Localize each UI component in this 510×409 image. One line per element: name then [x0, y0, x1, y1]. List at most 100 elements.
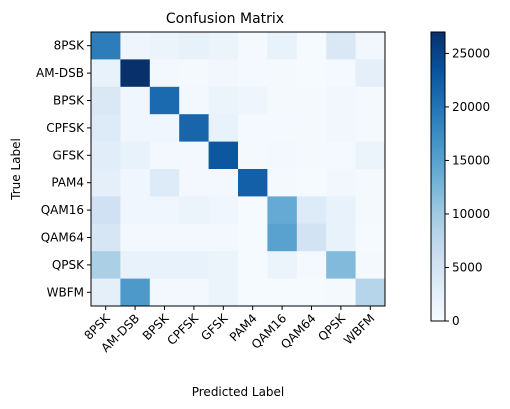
heatmap-cell — [238, 278, 268, 307]
heatmap-cell — [355, 59, 386, 88]
heatmap-cell — [296, 59, 327, 88]
chart-title: Confusion Matrix — [166, 11, 284, 27]
colorbar-tick-label: 5000 — [452, 260, 483, 274]
y-tick-label: QAM16 — [41, 203, 84, 217]
colorbar-tick-label: 20000 — [452, 100, 490, 114]
heatmap-cell — [208, 251, 239, 279]
colorbar-ticks: 0 5000 10000 15000 20000 25000 — [445, 46, 490, 328]
heatmap-cell — [179, 251, 209, 279]
y-axis-ticks: 8PSK AM-DSB BPSK CPFSK GFSK PAM4 QAM16 QAM64 QPS… — [36, 39, 91, 299]
heatmap-cell — [149, 223, 180, 252]
heatmap-cell — [91, 141, 121, 170]
x-tick-label: CPFSK — [164, 310, 201, 347]
heatmap-cell — [267, 169, 298, 197]
heatmap-cell — [296, 86, 327, 115]
heatmap-cell — [355, 114, 386, 142]
y-tick-label: AM-DSB — [36, 66, 84, 80]
heatmap-cell — [355, 169, 386, 197]
heatmap-cell — [267, 114, 298, 142]
x-axis-ticks: 8PSKAM-DSBBPSKCPFSKGFSKPAM4QAM16QAM64QPS… — [81, 306, 377, 355]
heatmap-cell — [267, 278, 298, 307]
heatmap-cell — [120, 169, 151, 197]
heatmap-cell — [326, 59, 356, 88]
heatmap-cell — [326, 141, 356, 170]
colorbar — [430, 31, 446, 322]
heatmap-cell — [179, 114, 209, 142]
heatmap-cell — [296, 32, 327, 60]
heatmap-cell — [326, 251, 356, 279]
heatmap-cell — [238, 114, 268, 142]
colorbar-tick-label: 10000 — [452, 207, 490, 221]
heatmap-cell — [91, 114, 121, 142]
heatmap-cell — [120, 278, 151, 307]
heatmap-cell — [355, 32, 386, 60]
heatmap-cell — [91, 196, 121, 225]
heatmap-cell — [208, 278, 239, 307]
heatmap-cell — [91, 278, 121, 307]
heatmap-cell — [326, 114, 356, 142]
heatmap-cell — [238, 141, 268, 170]
heatmap-cell — [238, 196, 268, 225]
heatmap-cell — [208, 32, 239, 60]
heatmap-cell — [326, 32, 356, 60]
heatmap-cell — [267, 59, 298, 88]
colorbar-tick-label: 15000 — [452, 153, 490, 167]
heatmap-cell — [238, 251, 268, 279]
heatmap-cell — [355, 278, 386, 307]
heatmap-cell — [91, 86, 121, 115]
heatmap-cell — [91, 169, 121, 197]
colorbar-tick-label: 0 — [452, 314, 460, 328]
y-tick-label: 8PSK — [54, 39, 85, 53]
heatmap-cell — [296, 114, 327, 142]
heatmap-cell — [326, 223, 356, 252]
y-tick-label: QAM64 — [41, 231, 84, 245]
heatmap-cell — [267, 32, 298, 60]
heatmap-frame — [90, 31, 386, 307]
heatmap-cell — [326, 169, 356, 197]
heatmap-cell — [179, 196, 209, 225]
heatmap-cell — [355, 251, 386, 279]
heatmap-cell — [238, 59, 268, 88]
heatmap-cell — [120, 251, 151, 279]
heatmap-cell — [267, 196, 298, 225]
heatmap-cell — [179, 86, 209, 115]
heatmap-cell — [120, 114, 151, 142]
y-axis-label: True Label — [9, 138, 23, 201]
heatmap-cell — [149, 114, 180, 142]
heatmap-cells — [91, 32, 386, 307]
heatmap-cell — [149, 196, 180, 225]
heatmap-cell — [120, 86, 151, 115]
x-tick-label: GFSK — [198, 310, 231, 343]
heatmap-cell — [208, 169, 239, 197]
heatmap-cell — [355, 196, 386, 225]
heatmap-cell — [208, 196, 239, 225]
heatmap-cell — [120, 141, 151, 170]
heatmap-cell — [208, 59, 239, 88]
heatmap-cell — [149, 32, 180, 60]
x-axis-label: Predicted Label — [192, 385, 285, 399]
heatmap-cell — [120, 59, 151, 88]
heatmap-cell — [296, 141, 327, 170]
heatmap-cell — [179, 32, 209, 60]
heatmap-cell — [149, 169, 180, 197]
y-tick-label: PAM4 — [51, 176, 84, 190]
heatmap-cell — [326, 278, 356, 307]
heatmap-cell — [149, 141, 180, 170]
heatmap-cell — [91, 59, 121, 88]
heatmap-cell — [208, 114, 239, 142]
heatmap-cell — [91, 251, 121, 279]
heatmap-cell — [267, 223, 298, 252]
y-tick-label: CPFSK — [46, 121, 85, 135]
heatmap-cell — [179, 278, 209, 307]
heatmap-cell — [179, 59, 209, 88]
heatmap-cell — [355, 141, 386, 170]
heatmap-cell — [120, 196, 151, 225]
heatmap-cell — [238, 169, 268, 197]
heatmap-cell — [208, 86, 239, 115]
heatmap-cell — [91, 223, 121, 252]
heatmap-cell — [91, 32, 121, 60]
y-tick-label: QPSK — [52, 258, 85, 272]
heatmap-cell — [267, 251, 298, 279]
heatmap-cell — [326, 86, 356, 115]
